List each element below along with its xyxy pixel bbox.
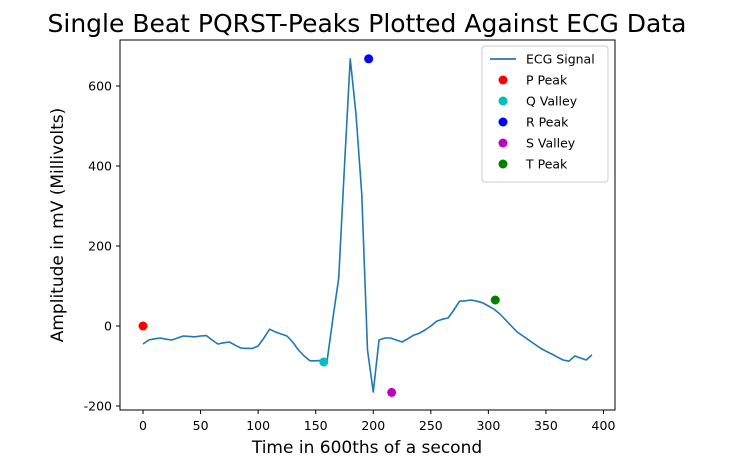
legend-label-r-peak: R Peak	[526, 115, 569, 130]
x-tick-label: 250	[419, 418, 443, 433]
legend-box	[481, 45, 609, 183]
series-layer	[138, 54, 593, 397]
ecg-signal-line	[142, 57, 593, 393]
y-axis-label: Amplitude in mV (Millivolts)	[48, 108, 68, 343]
legend-swatch-r-peak	[498, 117, 508, 127]
legend-label-p-peak: P Peak	[526, 73, 568, 88]
legend-swatch-p-peak	[498, 75, 508, 85]
x-tick-label: 400	[592, 418, 616, 433]
y-tick-label: 600	[88, 79, 112, 94]
x-tick-label: 50	[193, 418, 209, 433]
legend-swatch-s-valley	[498, 138, 508, 148]
y-tick-label: 400	[88, 159, 112, 174]
y-axis-ticks: -200 0 200 400 600	[84, 79, 120, 414]
x-tick-label: 350	[534, 418, 558, 433]
s-valley-marker	[387, 387, 397, 397]
q-valley-marker	[319, 357, 329, 367]
y-tick-label: 200	[88, 239, 112, 254]
t-peak-marker	[490, 295, 500, 305]
y-tick-label: 0	[104, 319, 112, 334]
legend-swatch-q-valley	[498, 96, 508, 106]
y-tick-label: -200	[84, 399, 112, 414]
x-axis-label: Time in 600ths of a second	[251, 438, 482, 458]
p-peak-marker	[138, 321, 148, 331]
legend-label-q-valley: Q Valley	[526, 94, 578, 109]
x-tick-label: 150	[304, 418, 328, 433]
legend-label-s-valley: S Valley	[526, 136, 576, 151]
r-peak-marker	[364, 54, 374, 64]
legend: ECG Signal P Peak Q Valley R Peak S Valley T …	[481, 45, 609, 183]
legend-label-t-peak: T Peak	[525, 157, 568, 172]
x-tick-label: 200	[361, 418, 385, 433]
chart-title: Single Beat PQRST-Peaks Plotted Against …	[48, 9, 687, 38]
legend-label-ecg-signal: ECG Signal	[526, 52, 595, 67]
legend-swatch-t-peak	[498, 159, 508, 169]
x-tick-label: 100	[246, 418, 270, 433]
plot-frame	[119, 39, 616, 411]
x-axis-ticks: 0 50 100 150 200 250 300 350 400	[139, 410, 615, 433]
x-tick-label: 300	[476, 418, 500, 433]
x-tick-label: 0	[139, 418, 147, 433]
